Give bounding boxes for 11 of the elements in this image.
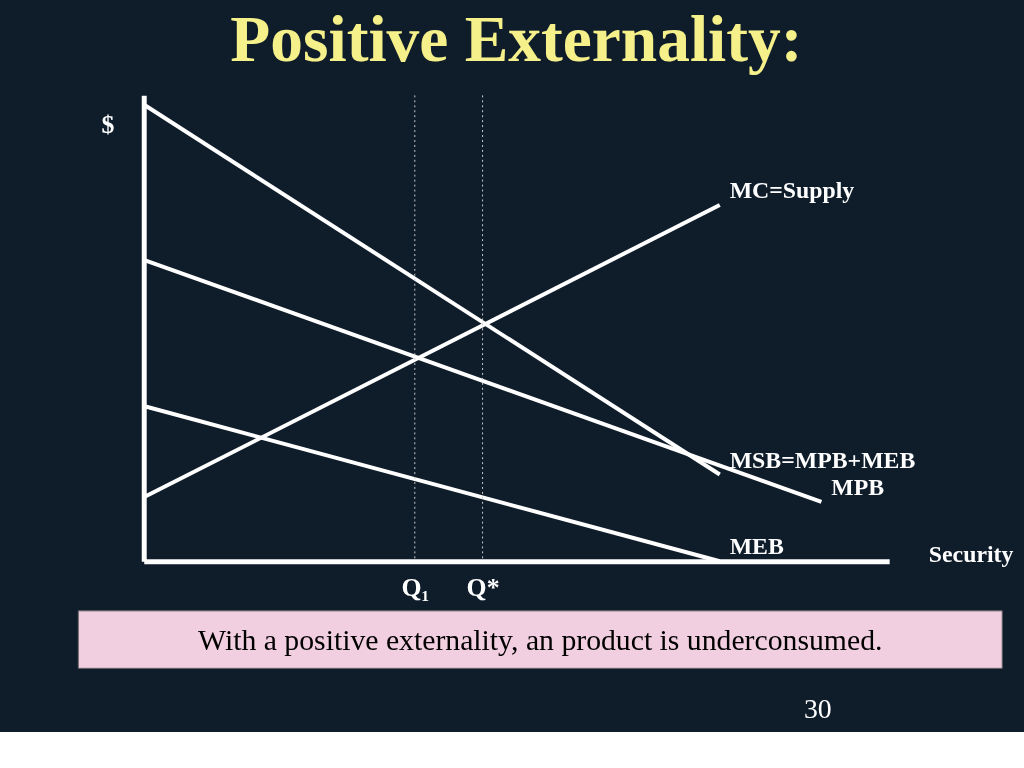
series-label: MSB=MPB+MEB — [729, 446, 916, 473]
series-label: MC=Supply — [729, 177, 855, 204]
x-tick-label: Q* — [466, 573, 500, 603]
chart-title: Positive Externality: — [230, 3, 803, 76]
series-label: MEB — [729, 533, 784, 560]
y-axis-title: $ — [101, 110, 115, 140]
text: With a positive externality, an product is underconsumed. — [198, 623, 883, 656]
x-tick-label: Q₁ — [401, 573, 430, 603]
text: 30 — [803, 692, 832, 724]
x-axis-title: Security — [928, 541, 1014, 568]
series-label: MPB — [831, 473, 885, 500]
